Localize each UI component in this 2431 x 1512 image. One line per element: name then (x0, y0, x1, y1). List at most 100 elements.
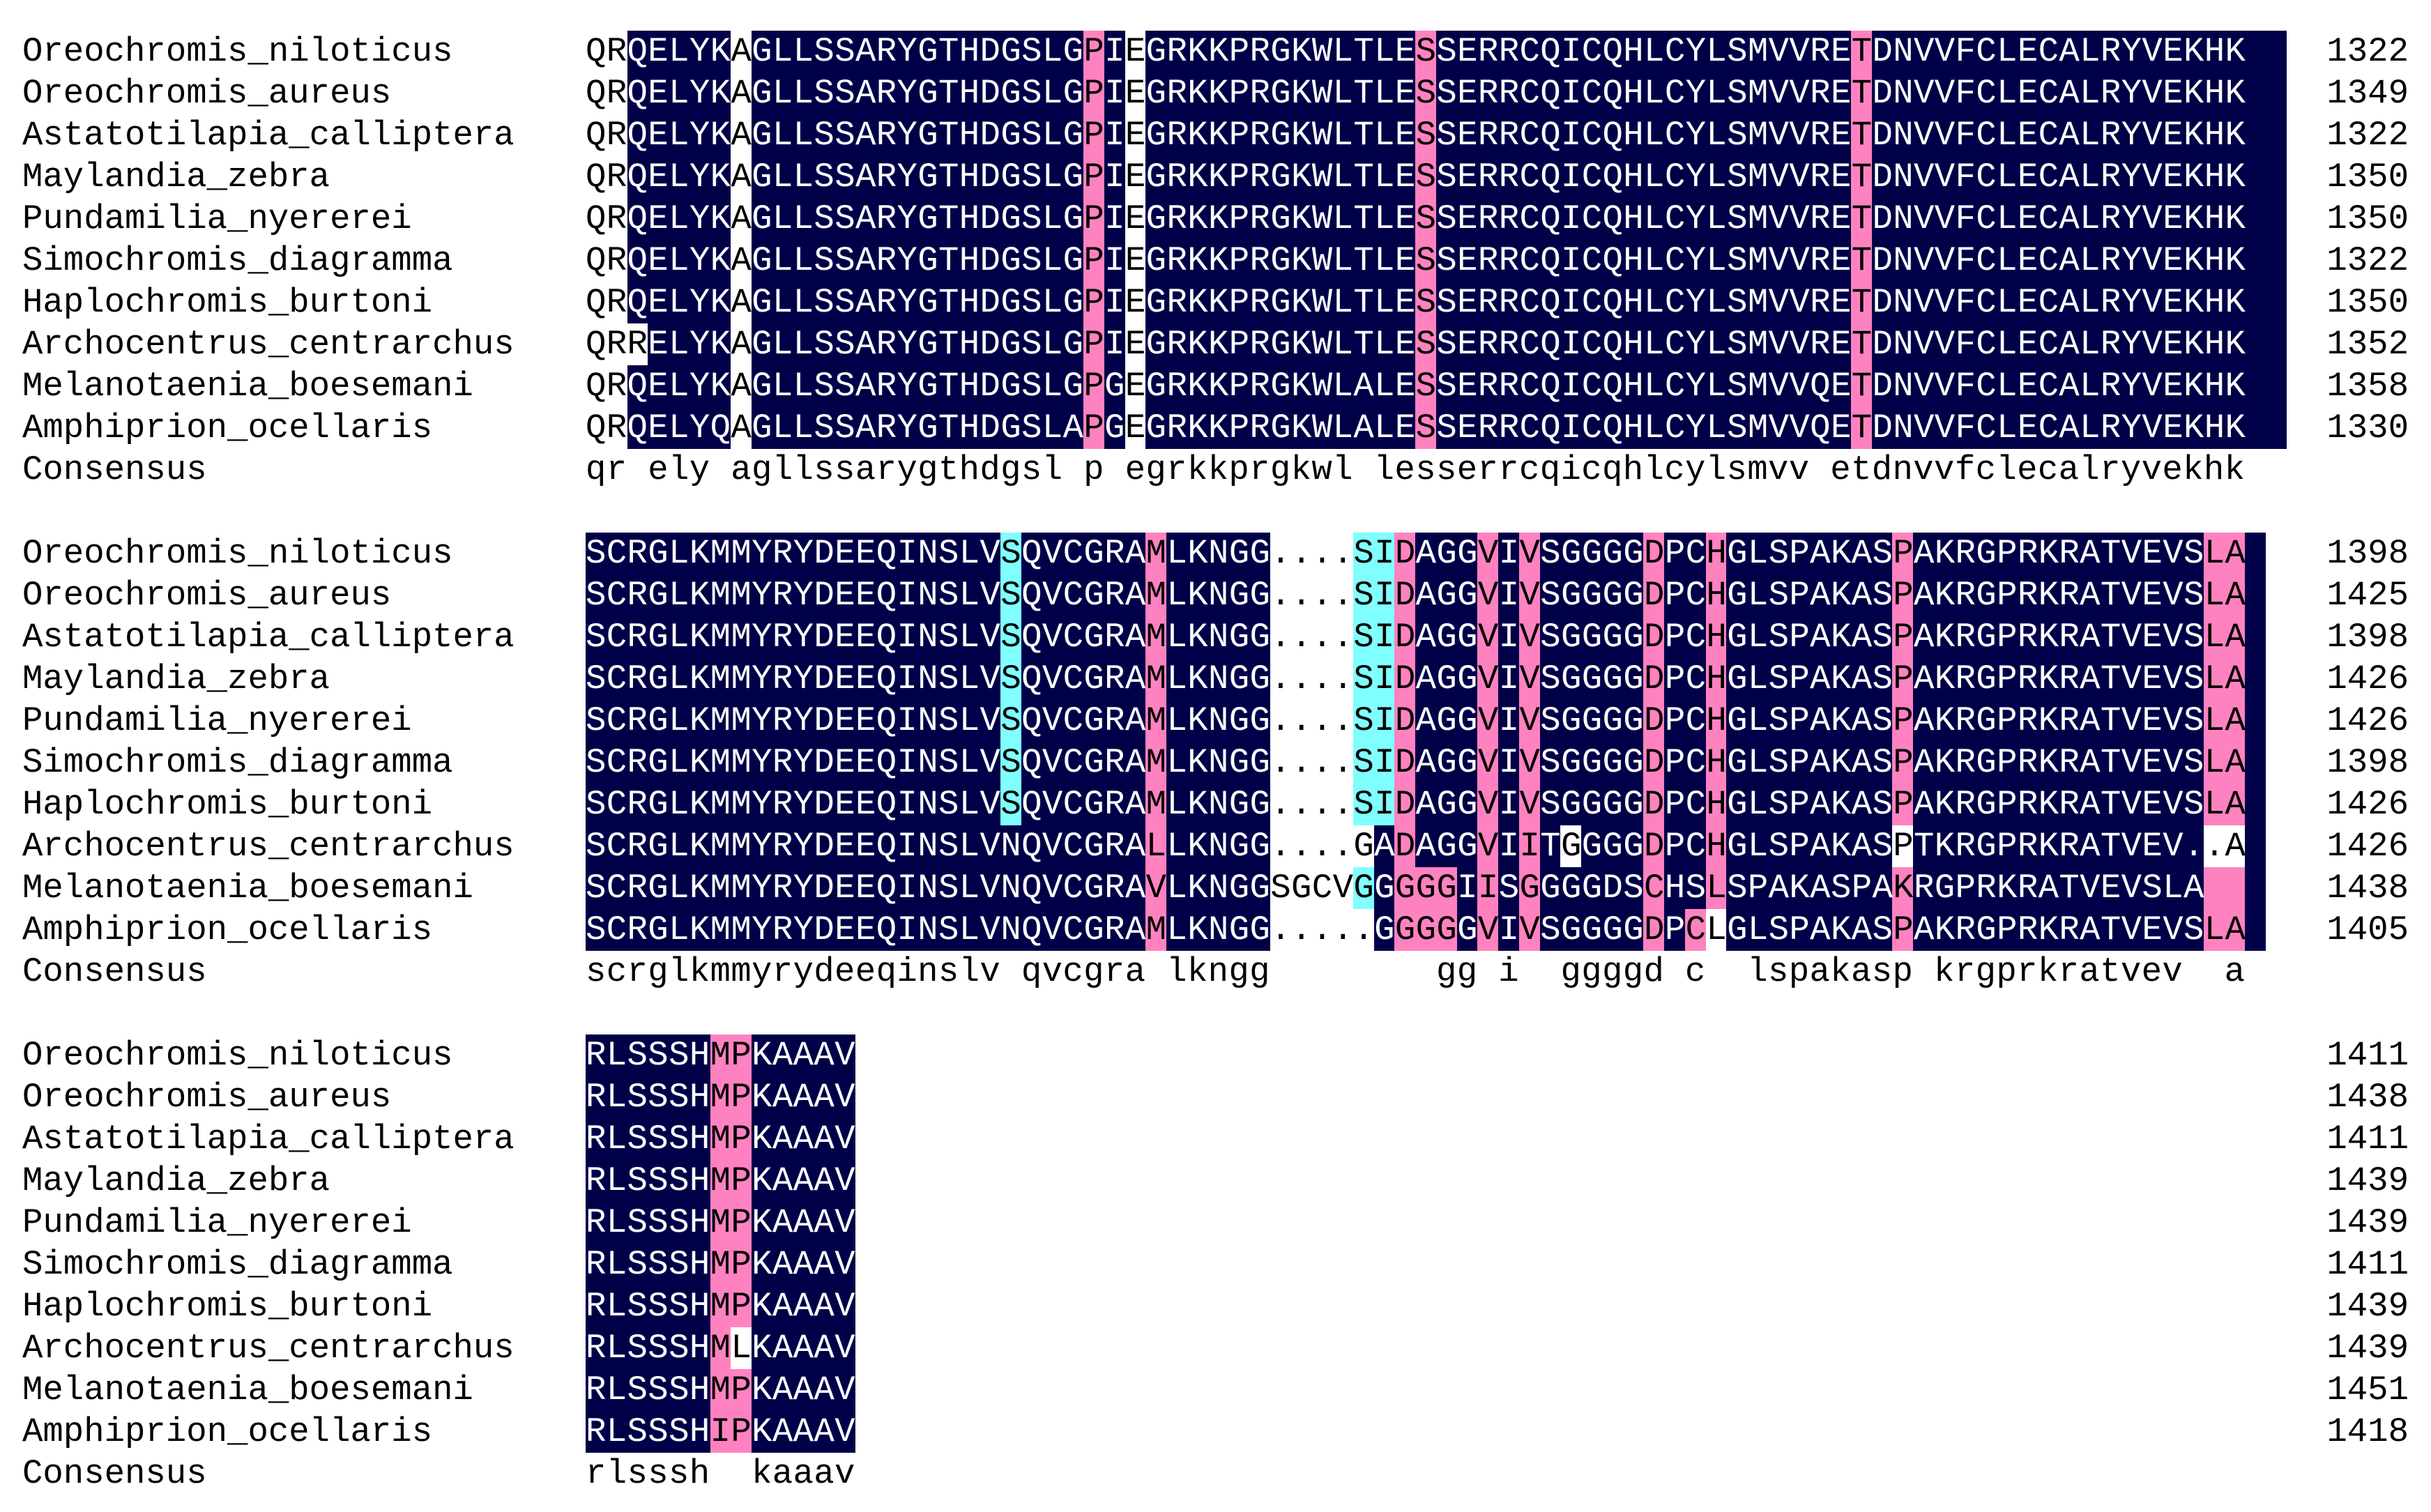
sequence: QRQELYKAGLLSSARYGTHDGSLGPIEGRKKPRGKWLTLE… (586, 199, 2246, 238)
conservation-shading (710, 1244, 752, 1285)
conservation-shading (1664, 533, 1706, 574)
species-name: Oreochromis_aureus (22, 576, 392, 615)
conservation-shading (1850, 240, 1872, 282)
conservation-shading (710, 1160, 752, 1202)
conservation-shading (1435, 240, 1851, 282)
conservation-shading (1000, 742, 1021, 784)
species-name: Simochromis_diagramma (22, 241, 453, 280)
conservation-shading (1352, 700, 1395, 742)
conservation-shading (1518, 867, 1540, 909)
conservation-shading (1498, 616, 1519, 658)
conservation-shading (1394, 742, 1415, 784)
conservation-shading (1850, 31, 1872, 72)
conservation-shading (1083, 282, 1104, 323)
conservation-shading (1705, 867, 1727, 909)
conservation-shading (1145, 72, 1415, 114)
conservation-shading (1415, 784, 1478, 825)
conservation-shading (1415, 114, 1436, 156)
conservation-shading (752, 407, 1083, 449)
sequence: RLSSSHMPKAAAV (586, 1287, 855, 1326)
conservation-shading (1394, 784, 1415, 825)
conservation-shading (1415, 658, 1478, 700)
sequence: SCRGLKMMYRYDEEQINSLVSQVCGRAMLKNGG....SID… (586, 576, 2246, 615)
species-name: Maylandia_zebra (22, 1161, 330, 1200)
conservation-shading (1705, 742, 1727, 784)
species-name: Astatotilapia_calliptera (22, 1120, 515, 1159)
conservation-shading (1705, 658, 1727, 700)
conservation-shading (1518, 533, 1540, 574)
conservation-shading (1913, 658, 2204, 700)
conservation-shading (1892, 533, 1913, 574)
conservation-shading (752, 156, 1083, 198)
conservation-shading (586, 616, 1000, 658)
conservation-shading (1892, 867, 1913, 909)
conservation-shading (710, 1076, 752, 1118)
sequence: QRQELYKAGLLSSARYGTHDGSLGPIEGRKKPRGKWLTLE… (586, 116, 2246, 155)
conservation-shading (586, 1160, 710, 1202)
conservation-shading (1415, 72, 1436, 114)
conservation-shading (1477, 658, 1498, 700)
conservation-shading (586, 825, 1146, 867)
conservation-shading (1643, 616, 1664, 658)
conservation-shading (1643, 700, 1664, 742)
conservation-shading (752, 1202, 855, 1244)
conservation-shading (1643, 533, 1664, 574)
species-name: Astatotilapia_calliptera (22, 618, 515, 657)
conservation-shading (1850, 365, 1872, 407)
conservation-shading (1373, 867, 1395, 909)
conservation-shading (1477, 909, 1498, 951)
conservation-shading (627, 198, 731, 240)
conservation-shading (1498, 533, 1519, 574)
conservation-shading (1083, 156, 1104, 198)
sequence: RLSSSHMPKAAAV (586, 1120, 855, 1159)
conservation-shading (1145, 658, 1166, 700)
conservation-shading (1539, 700, 1644, 742)
species-name: Archocentrus_centrarchus (22, 1329, 515, 1368)
conservation-shading (710, 1285, 752, 1327)
conservation-shading (1498, 825, 1519, 867)
conservation-shading (1145, 282, 1415, 323)
conservation-shading (1435, 365, 1851, 407)
conservation-shading (1104, 323, 1125, 365)
species-name: Pundamilia_nyererei (22, 199, 412, 238)
species-name: Melanotaenia_boesemani (22, 1370, 473, 1410)
species-name: Amphiprion_ocellaris (22, 1412, 433, 1451)
conservation-shading (1498, 909, 1519, 951)
conservation-shading (1435, 407, 1851, 449)
species-name: Maylandia_zebra (22, 158, 330, 197)
conservation-shading (1083, 114, 1104, 156)
conservation-shading (1415, 282, 1436, 323)
sequence: RLSSSHMPKAAAV (586, 1161, 855, 1200)
consensus-sequence: rlsssh kaaav (586, 1454, 855, 1493)
conservation-shading (1415, 825, 1478, 867)
conservation-shading (1394, 825, 1415, 867)
conservation-shading (1021, 533, 1146, 574)
conservation-shading (1518, 784, 1540, 825)
conservation-shading (1539, 784, 1644, 825)
conservation-shading (1664, 784, 1706, 825)
residue-position: 1350 (2326, 283, 2409, 322)
conservation-shading (1643, 742, 1664, 784)
conservation-shading (1145, 574, 1166, 616)
conservation-shading (1435, 31, 1851, 72)
conservation-shading (1394, 533, 1415, 574)
conservation-shading (1000, 700, 1021, 742)
conservation-shading (1352, 784, 1395, 825)
conservation-shading (1435, 156, 1851, 198)
conservation-shading (1394, 867, 1457, 909)
consensus-label: Consensus (22, 952, 207, 991)
conservation-shading (1726, 533, 1893, 574)
residue-position: 1398 (2326, 534, 2409, 573)
conservation-shading (1415, 574, 1478, 616)
conservation-shading (1726, 909, 1893, 951)
conservation-shading (752, 31, 1083, 72)
residue-position: 1411 (2326, 1120, 2409, 1159)
conservation-shading (752, 72, 1083, 114)
species-name: Oreochromis_niloticus (22, 1036, 453, 1075)
residue-position: 1322 (2326, 32, 2409, 71)
conservation-shading (586, 1034, 710, 1076)
conservation-shading (1705, 825, 1727, 867)
consensus-label: Consensus (22, 1454, 207, 1493)
residue-position: 1439 (2326, 1203, 2409, 1242)
residue-position: 1418 (2326, 1412, 2409, 1451)
